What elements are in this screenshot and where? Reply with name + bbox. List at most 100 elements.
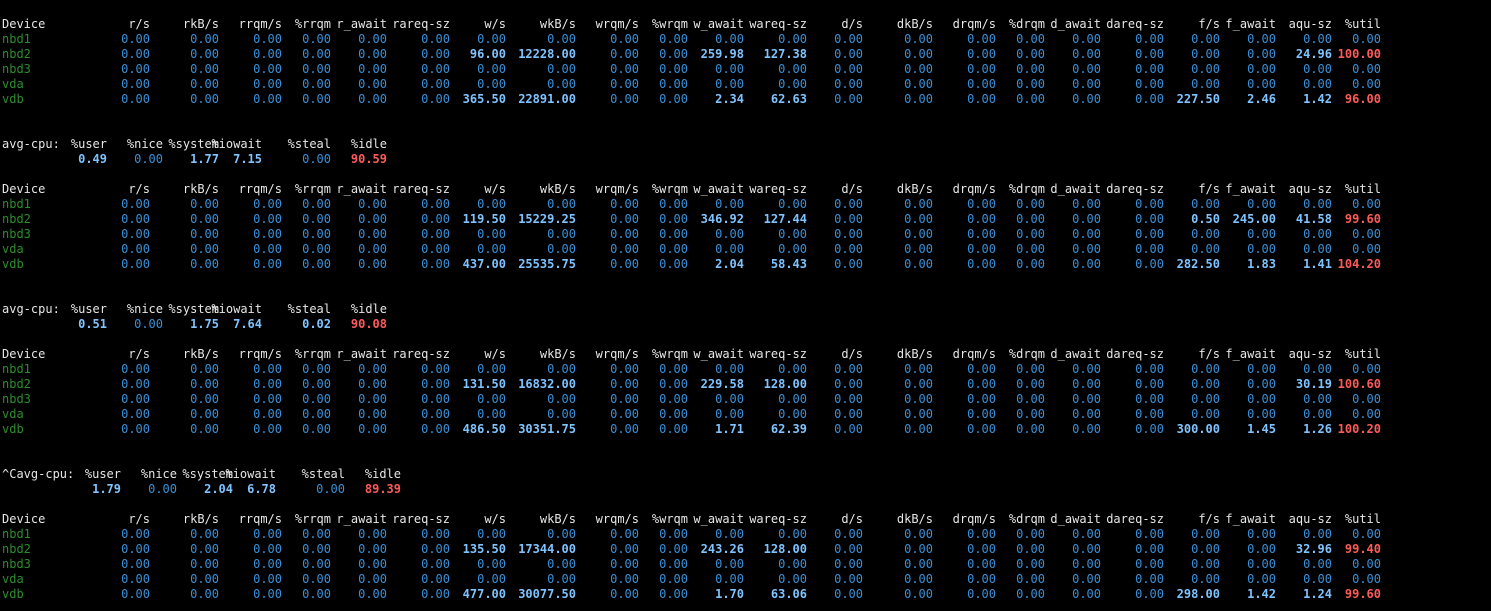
device-name: nbd1 — [2, 32, 31, 46]
metric-value: 0.00 — [190, 377, 219, 391]
metric-value: 0.00 — [1016, 77, 1045, 91]
column-header: w/s — [484, 347, 506, 361]
device-name: nbd3 — [2, 557, 31, 571]
metric-value: 0.00 — [1016, 587, 1045, 601]
cpu-column-header: %steal — [287, 302, 331, 316]
metric-value: 30351.75 — [518, 422, 576, 436]
metric-value: 0.00 — [121, 227, 150, 241]
metric-value: 0.00 — [421, 242, 450, 256]
metric-value: 0.00 — [190, 407, 219, 421]
metric-value: 0.00 — [1352, 62, 1381, 76]
metric-value: 0.00 — [834, 32, 863, 46]
metric-value: 96.00 — [469, 47, 506, 61]
cpu-column-header: %system — [168, 137, 219, 151]
metric-value: 0.00 — [904, 572, 933, 586]
metric-value: 0.00 — [547, 407, 576, 421]
metric-value: 0.00 — [421, 377, 450, 391]
metric-value: 0.00 — [834, 377, 863, 391]
column-header: wrqm/s — [595, 17, 639, 31]
metric-value: 0.00 — [967, 527, 996, 541]
metric-value: 0.00 — [1191, 572, 1220, 586]
metric-value: 0.00 — [1135, 557, 1164, 571]
metric-value: 0.00 — [190, 587, 219, 601]
column-header: r_await — [336, 347, 387, 361]
metric-value: 0.00 — [477, 227, 506, 241]
metric-value: 0.00 — [715, 557, 744, 571]
metric-value: 0.00 — [1135, 212, 1164, 226]
metric-value: 0.00 — [610, 587, 639, 601]
column-header: wareq-sz — [749, 512, 807, 526]
metric-value: 0.00 — [547, 197, 576, 211]
column-header: w/s — [484, 182, 506, 196]
device-name: nbd2 — [2, 47, 31, 61]
metric-value: 0.00 — [1016, 527, 1045, 541]
column-header: dkB/s — [896, 347, 933, 361]
cpu-column-header: %idle — [350, 302, 387, 316]
metric-value: 119.50 — [462, 212, 506, 226]
metric-value: 0.00 — [421, 32, 450, 46]
metric-value: 0.00 — [190, 212, 219, 226]
metric-value: 0.00 — [421, 392, 450, 406]
metric-value: 100.00 — [1337, 47, 1381, 61]
metric-value: 0.00 — [302, 77, 331, 91]
metric-value: 0.00 — [121, 77, 150, 91]
metric-value: 0.00 — [302, 587, 331, 601]
metric-value: 0.00 — [778, 557, 807, 571]
metric-value: 0.00 — [1072, 197, 1101, 211]
device-name: nbd2 — [2, 542, 31, 556]
metric-value: 0.00 — [421, 77, 450, 91]
metric-value: 0.00 — [904, 47, 933, 61]
device-name: vdb — [2, 257, 24, 271]
column-header: f_await — [1225, 182, 1276, 196]
metric-value: 62.63 — [770, 92, 807, 106]
column-header: %util — [1344, 512, 1381, 526]
metric-value: 0.00 — [610, 572, 639, 586]
metric-value: 0.00 — [190, 242, 219, 256]
column-header: rkB/s — [182, 17, 219, 31]
metric-value: 0.00 — [421, 62, 450, 76]
metric-value: 0.00 — [1191, 62, 1220, 76]
metric-value: 0.00 — [1303, 77, 1332, 91]
metric-value: 0.00 — [190, 572, 219, 586]
metric-value: 0.00 — [904, 62, 933, 76]
metric-value: 0.00 — [778, 572, 807, 586]
device-row-nbd2: nbd2 0.00 0.00 0.00 0.00 0.00 0.00 135.50 17344.… — [0, 542, 1491, 557]
metric-value: 0.00 — [421, 227, 450, 241]
metric-value: 0.00 — [904, 557, 933, 571]
metric-value: 0.00 — [659, 32, 688, 46]
metric-value: 0.00 — [190, 362, 219, 376]
metric-value: 0.00 — [834, 407, 863, 421]
metric-value: 96.00 — [1344, 92, 1381, 106]
metric-value: 0.00 — [1247, 377, 1276, 391]
metric-value: 0.00 — [1135, 242, 1164, 256]
metric-value: 0.00 — [1016, 92, 1045, 106]
column-header: %util — [1344, 182, 1381, 196]
device-name: nbd3 — [2, 392, 31, 406]
metric-value: 131.50 — [462, 377, 506, 391]
metric-value: 0.00 — [1072, 407, 1101, 421]
metric-value: 259.98 — [700, 47, 744, 61]
metric-value: 0.00 — [421, 542, 450, 556]
metric-value: 0.00 — [1247, 62, 1276, 76]
metric-value: 127.44 — [763, 212, 807, 226]
metric-value: 22891.00 — [518, 92, 576, 106]
metric-value: 0.00 — [1016, 422, 1045, 436]
column-header: r/s — [128, 347, 150, 361]
cpu-column-header: %user — [70, 302, 107, 316]
column-header: rkB/s — [182, 182, 219, 196]
metric-value: 0.00 — [967, 197, 996, 211]
metric-value: 0.00 — [358, 362, 387, 376]
metric-value: 0.00 — [1191, 47, 1220, 61]
metric-value: 0.00 — [659, 572, 688, 586]
metric-value: 0.00 — [1247, 197, 1276, 211]
metric-value: 0.00 — [358, 587, 387, 601]
metric-value: 0.00 — [778, 62, 807, 76]
metric-value: 282.50 — [1176, 257, 1220, 271]
cpu-column-header: %system — [168, 302, 219, 316]
column-header: rareq-sz — [392, 512, 450, 526]
metric-value: 0.00 — [477, 572, 506, 586]
cpu-label: ^Cavg-cpu: — [2, 467, 75, 481]
metric-value: 0.00 — [302, 212, 331, 226]
metric-value: 0.00 — [1352, 362, 1381, 376]
metric-value: 0.00 — [659, 227, 688, 241]
